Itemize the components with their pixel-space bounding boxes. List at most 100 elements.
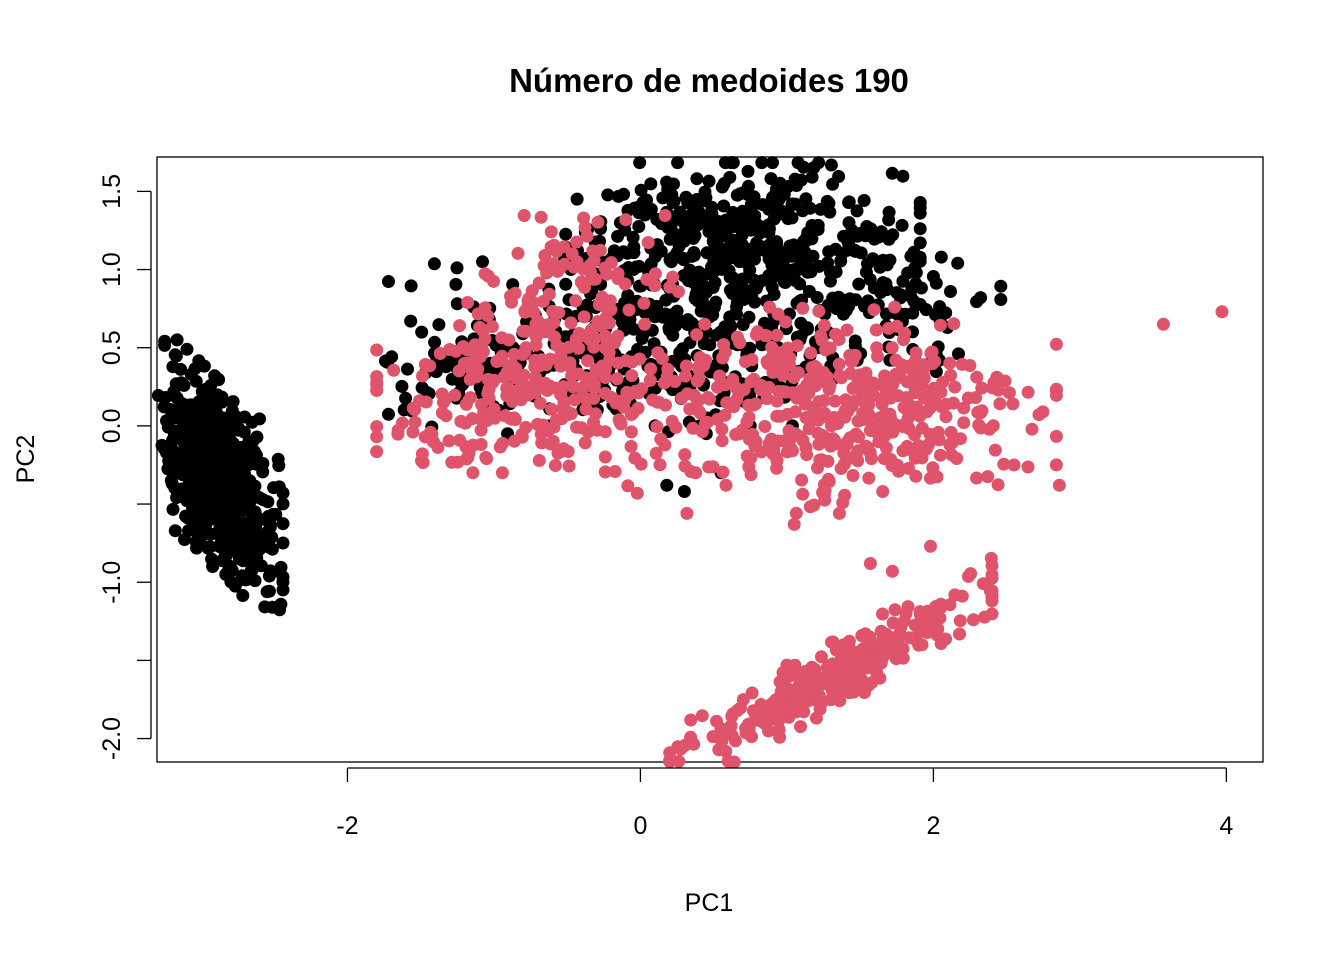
point-series-2 xyxy=(818,483,832,497)
point-series-2 xyxy=(569,332,583,346)
point-series-2 xyxy=(1049,458,1063,472)
point-series-1 xyxy=(449,277,463,291)
point-series-2 xyxy=(1006,397,1020,411)
point-series-1 xyxy=(262,509,275,523)
point-series-1 xyxy=(276,536,290,550)
point-series-2 xyxy=(815,428,828,442)
point-series-2 xyxy=(773,730,787,744)
point-series-2 xyxy=(837,446,851,460)
point-series-1 xyxy=(262,584,276,598)
point-series-2 xyxy=(1032,408,1046,422)
point-series-2 xyxy=(866,376,880,390)
point-series-2 xyxy=(863,557,877,570)
point-series-2 xyxy=(547,420,561,434)
point-series-2 xyxy=(637,296,651,310)
point-series-2 xyxy=(651,346,665,360)
point-series-1 xyxy=(217,425,231,439)
point-series-2 xyxy=(875,634,889,648)
point-series-1 xyxy=(703,338,717,352)
point-series-2 xyxy=(794,720,807,734)
point-series-2 xyxy=(770,454,784,468)
point-series-1 xyxy=(748,295,762,309)
point-series-2 xyxy=(827,433,841,447)
point-series-1 xyxy=(822,245,836,259)
point-series-1 xyxy=(740,285,753,299)
point-series-1 xyxy=(580,298,594,312)
point-series-1 xyxy=(919,303,933,317)
point-series-2 xyxy=(848,348,862,362)
point-series-2 xyxy=(511,246,525,260)
point-series-1 xyxy=(189,517,202,531)
point-series-1 xyxy=(261,495,275,509)
point-series-1 xyxy=(702,225,716,239)
point-series-2 xyxy=(771,307,785,321)
point-series-2 xyxy=(579,402,593,416)
point-series-2 xyxy=(966,613,980,627)
point-series-1 xyxy=(863,273,877,286)
point-series-2 xyxy=(908,386,922,400)
point-series-2 xyxy=(611,329,625,343)
point-series-1 xyxy=(882,232,896,246)
point-series-1 xyxy=(677,252,691,265)
point-series-2 xyxy=(732,386,746,400)
point-series-2 xyxy=(790,339,804,353)
point-series-2 xyxy=(726,707,740,721)
point-series-2 xyxy=(978,610,992,624)
point-series-1 xyxy=(659,190,673,204)
point-series-2 xyxy=(622,303,636,317)
point-series-1 xyxy=(994,293,1008,306)
point-series-2 xyxy=(858,686,871,699)
point-series-2 xyxy=(468,338,482,352)
point-series-2 xyxy=(765,697,779,711)
point-series-2 xyxy=(665,414,679,428)
point-series-2 xyxy=(900,439,914,453)
point-series-1 xyxy=(200,429,214,443)
x-tick-label: -2 xyxy=(336,812,358,840)
point-series-1 xyxy=(896,274,910,288)
point-series-1 xyxy=(166,502,180,516)
point-series-2 xyxy=(863,424,877,437)
point-series-2 xyxy=(689,466,703,480)
point-series-1 xyxy=(224,575,238,589)
point-series-2 xyxy=(413,394,426,408)
point-series-2 xyxy=(445,455,459,469)
point-series-2 xyxy=(633,352,647,366)
point-series-2 xyxy=(885,341,899,355)
point-series-2 xyxy=(507,411,521,425)
point-series-2 xyxy=(818,493,832,507)
point-series-1 xyxy=(677,269,691,283)
point-series-2 xyxy=(754,383,768,396)
point-series-1 xyxy=(247,511,261,525)
point-series-1 xyxy=(229,413,243,427)
point-series-2 xyxy=(540,266,554,280)
point-series-1 xyxy=(158,338,172,352)
point-series-2 xyxy=(970,471,984,485)
point-series-2 xyxy=(630,486,644,500)
point-series-1 xyxy=(175,451,189,465)
point-series-1 xyxy=(401,362,414,376)
point-series-1 xyxy=(800,321,814,335)
point-series-2 xyxy=(525,284,539,298)
point-series-2 xyxy=(985,571,999,585)
point-series-1 xyxy=(741,164,755,178)
point-series-2 xyxy=(631,401,645,415)
point-series-2 xyxy=(862,471,876,485)
point-series-2 xyxy=(894,620,908,634)
point-series-1 xyxy=(730,300,744,314)
point-series-2 xyxy=(950,452,964,465)
point-series-1 xyxy=(404,279,418,293)
point-series-2 xyxy=(687,389,701,402)
point-series-1 xyxy=(934,250,948,264)
point-series-2 xyxy=(469,350,483,364)
point-series-2 xyxy=(861,654,875,668)
point-series-2 xyxy=(1156,317,1170,331)
point-series-2 xyxy=(454,414,468,428)
point-series-2 xyxy=(745,353,759,367)
point-series-2 xyxy=(890,319,904,333)
point-series-1 xyxy=(717,177,731,190)
point-series-1 xyxy=(781,205,795,218)
point-series-1 xyxy=(739,185,753,199)
point-series-2 xyxy=(715,422,729,436)
point-series-1 xyxy=(241,446,255,460)
point-series-2 xyxy=(578,281,591,294)
